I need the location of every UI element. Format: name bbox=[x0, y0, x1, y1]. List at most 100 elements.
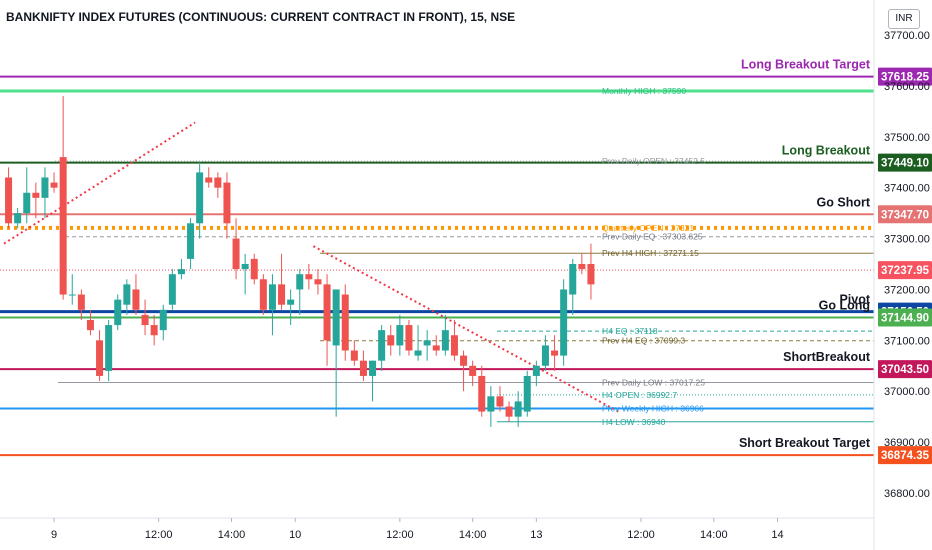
price-tag-bg bbox=[878, 205, 932, 224]
candle[interactable] bbox=[569, 258, 577, 315]
candle-body bbox=[96, 340, 104, 376]
candle-body bbox=[168, 274, 176, 305]
candle[interactable] bbox=[86, 309, 94, 336]
price-tag-value: 37618.25 bbox=[881, 72, 930, 84]
candle[interactable] bbox=[341, 284, 349, 361]
candle[interactable] bbox=[487, 386, 495, 427]
candle[interactable] bbox=[359, 350, 367, 382]
price-tag-value: 37043.50 bbox=[881, 364, 929, 376]
candle[interactable] bbox=[296, 269, 304, 315]
candle[interactable] bbox=[77, 289, 85, 320]
candle[interactable] bbox=[214, 172, 222, 198]
candle[interactable] bbox=[23, 167, 31, 224]
level-label-h4-open: H4 OPEN : 36992.7 bbox=[602, 390, 677, 400]
candle[interactable] bbox=[5, 167, 13, 229]
price-tag-long-breakout: 37449.10 bbox=[878, 153, 932, 172]
candle[interactable] bbox=[41, 167, 49, 219]
candle[interactable] bbox=[541, 335, 549, 371]
candle[interactable] bbox=[323, 274, 331, 366]
candle[interactable] bbox=[460, 350, 468, 392]
candle-body bbox=[59, 157, 67, 295]
candle[interactable] bbox=[241, 253, 249, 295]
candle[interactable] bbox=[205, 167, 213, 188]
candle[interactable] bbox=[259, 274, 267, 315]
candle[interactable] bbox=[405, 319, 413, 356]
candle[interactable] bbox=[159, 304, 167, 341]
x-tick-label: 14:00 bbox=[700, 529, 728, 541]
candle[interactable] bbox=[114, 294, 122, 331]
candle[interactable] bbox=[132, 274, 140, 315]
candle[interactable] bbox=[578, 253, 586, 275]
candle[interactable] bbox=[168, 269, 176, 310]
candle[interactable] bbox=[369, 360, 377, 402]
candle[interactable] bbox=[196, 162, 204, 239]
price-tag-bg bbox=[878, 360, 932, 379]
candle[interactable] bbox=[141, 299, 149, 336]
candle[interactable] bbox=[378, 325, 386, 371]
candle[interactable] bbox=[223, 172, 231, 239]
candle[interactable] bbox=[14, 208, 22, 229]
candle[interactable] bbox=[150, 314, 158, 346]
x-tick-label: 12:00 bbox=[386, 529, 414, 541]
candle[interactable] bbox=[587, 243, 595, 300]
candle[interactable] bbox=[250, 253, 258, 285]
candle-body bbox=[487, 396, 495, 412]
candle-body bbox=[332, 289, 340, 346]
candle[interactable] bbox=[551, 335, 559, 371]
candle[interactable] bbox=[560, 279, 568, 366]
candle[interactable] bbox=[450, 319, 458, 361]
candle[interactable] bbox=[514, 391, 522, 427]
y-tick-label: 37200.00 bbox=[884, 284, 930, 296]
candle[interactable] bbox=[177, 258, 185, 280]
candle-body bbox=[177, 269, 185, 275]
candle-body bbox=[41, 177, 49, 198]
candle-body bbox=[514, 401, 522, 417]
currency-button[interactable]: INR bbox=[888, 9, 920, 29]
level-label-long-breakout: Long Breakout bbox=[782, 144, 871, 158]
price-tag-short-breakout-target: 36874.35 bbox=[878, 446, 932, 465]
candle-body bbox=[432, 345, 440, 351]
candle[interactable] bbox=[414, 325, 422, 361]
candle-body bbox=[396, 325, 404, 346]
candle[interactable] bbox=[396, 314, 404, 356]
candle-body bbox=[5, 177, 13, 224]
candle[interactable] bbox=[32, 182, 40, 219]
candle-body bbox=[478, 375, 486, 412]
candle[interactable] bbox=[287, 289, 295, 326]
candle[interactable] bbox=[50, 172, 58, 193]
candle[interactable] bbox=[469, 360, 477, 387]
candle[interactable] bbox=[505, 401, 513, 422]
candle[interactable] bbox=[532, 360, 540, 387]
candle[interactable] bbox=[278, 253, 286, 310]
candle-body bbox=[214, 177, 222, 188]
candle[interactable] bbox=[232, 218, 240, 280]
candle[interactable] bbox=[314, 269, 322, 295]
candle[interactable] bbox=[268, 274, 276, 336]
candle[interactable] bbox=[68, 274, 76, 305]
candle[interactable] bbox=[350, 340, 358, 366]
candle[interactable] bbox=[496, 386, 504, 412]
candle[interactable] bbox=[96, 330, 104, 382]
candle[interactable] bbox=[123, 279, 131, 315]
candle-body bbox=[359, 360, 367, 376]
candle[interactable] bbox=[387, 325, 395, 356]
candle[interactable] bbox=[432, 335, 440, 356]
price-tag-go-short: 37347.70 bbox=[878, 205, 932, 224]
candle[interactable] bbox=[305, 264, 313, 290]
x-tick-label: 14:00 bbox=[218, 529, 246, 541]
candle[interactable] bbox=[523, 370, 531, 417]
candle[interactable] bbox=[441, 314, 449, 356]
y-tick-label: 37700.00 bbox=[884, 30, 930, 42]
candle[interactable] bbox=[423, 330, 431, 361]
candle[interactable] bbox=[105, 319, 113, 382]
candle[interactable] bbox=[332, 289, 340, 417]
candle[interactable] bbox=[59, 96, 67, 300]
candle-body bbox=[187, 223, 195, 259]
candle[interactable] bbox=[478, 365, 486, 417]
candle-body bbox=[569, 264, 577, 295]
price-tag-bg bbox=[878, 153, 932, 172]
price-tag-bg bbox=[878, 261, 932, 280]
level-label-prev-h4-eq: Prev H4 EQ : 37099.3 bbox=[602, 336, 685, 346]
candle[interactable] bbox=[187, 218, 195, 270]
